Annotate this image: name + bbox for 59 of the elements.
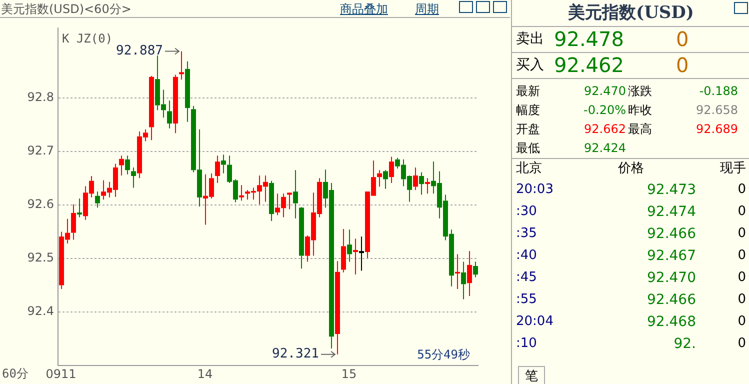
candlestick — [149, 75, 154, 141]
text: 开盘 92.662 最高 92.689 — [516, 122, 738, 136]
y-tick-label: 92.8 — [27, 90, 54, 104]
candlestick — [473, 261, 478, 278]
text: 最新 92.470 涨跌 -0.188 — [516, 84, 738, 98]
candlestick — [389, 156, 394, 184]
y-tick-label: 92.4 — [27, 304, 54, 318]
text: 周期 — [415, 1, 439, 18]
candlestick — [347, 229, 352, 262]
candlestick — [413, 166, 418, 190]
candlestick — [383, 170, 388, 190]
text: 买入 92.462 0 — [516, 53, 689, 77]
annotation: K JZ(0) — [62, 31, 113, 46]
candlestick — [131, 166, 136, 188]
text: 幅度 -0.20% 昨收 92.658 — [516, 103, 738, 117]
y-tick-label: 92.7 — [27, 144, 54, 158]
candlestick — [185, 60, 190, 122]
candlestick — [419, 172, 424, 196]
candlestick — [221, 154, 226, 174]
text: 卖出 92.478 0 — [516, 27, 689, 51]
candlestick — [335, 260, 340, 355]
candlestick — [95, 191, 100, 208]
text: 笔 — [525, 369, 538, 384]
text: :45 92.470 0 — [516, 270, 746, 286]
text: 北京 价格 现手 — [516, 161, 746, 176]
candlestick — [455, 254, 460, 290]
x-tick-label: 0911 — [46, 366, 76, 381]
y-tick-label: 92.5 — [27, 250, 54, 265]
candlestick — [299, 208, 304, 270]
y-tick-label: 92.6 — [27, 197, 54, 212]
candlestick — [461, 261, 466, 300]
candlestick — [71, 204, 76, 240]
candlestick — [377, 170, 382, 188]
candlestick — [119, 155, 124, 176]
x-tick-label: 14 — [197, 366, 213, 381]
candlestick — [293, 170, 298, 219]
text: 20:03 92.473 0 — [516, 182, 746, 198]
text: 20:04 92.468 0 — [516, 314, 746, 330]
text: :55 92.466 0 — [516, 292, 746, 308]
candlestick — [167, 100, 172, 129]
text: :30 92.474 0 — [516, 204, 746, 220]
annotation: 55分49秒 — [417, 348, 470, 362]
text: :10 92. 0 — [516, 336, 746, 352]
text: :35 92.466 0 — [516, 226, 746, 242]
candlestick — [467, 250, 472, 296]
candlestick — [269, 180, 274, 222]
candlestick — [173, 74, 178, 134]
text: 最低 92.424 — [516, 141, 626, 155]
candlestick — [215, 155, 220, 184]
candlestick — [125, 155, 130, 175]
chart-title: 美元指数(USD)<60分> — [1, 1, 132, 18]
x-tick-label: 15 — [341, 366, 357, 381]
annotation: 92.321 — [272, 346, 319, 362]
annotation: 92.887 — [116, 44, 163, 59]
text: 美元指数(USD) — [512, 0, 749, 27]
text: 商品叠加 — [340, 1, 388, 18]
candlestick — [341, 228, 346, 273]
text: :40 92.467 0 — [516, 248, 746, 264]
text: 60分 — [2, 366, 28, 381]
